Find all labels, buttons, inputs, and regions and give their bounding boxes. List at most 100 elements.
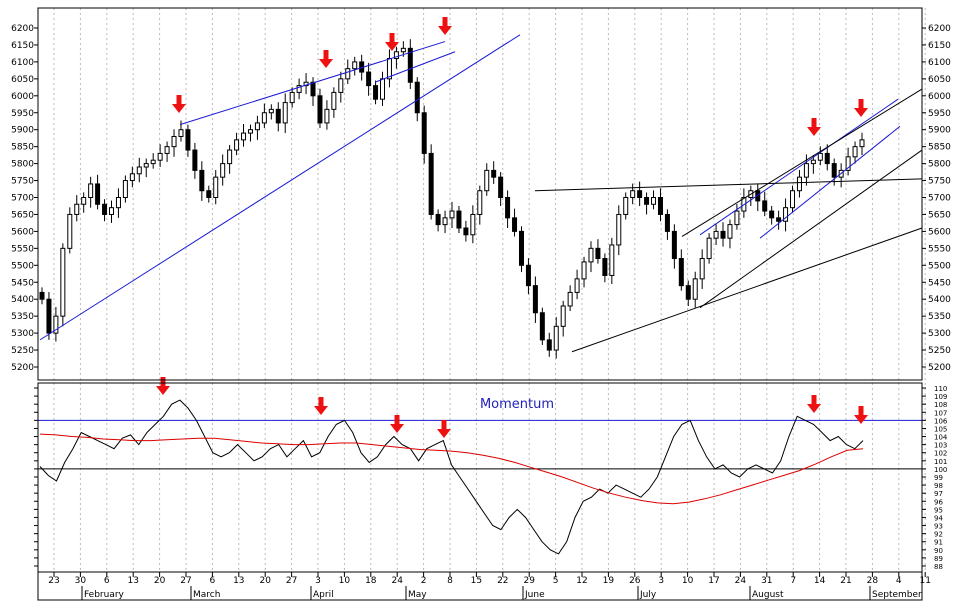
momentum-panel [38, 377, 922, 555]
candle-body [671, 230, 677, 260]
arrow-head [172, 104, 186, 113]
x-axis-frame [37, 571, 923, 601]
y-tick-label-right: 5300 [928, 329, 951, 339]
candle-body [525, 264, 531, 287]
y-tick-label-right: 5900 [928, 126, 951, 136]
candle-body [518, 230, 524, 266]
month-label: September [872, 590, 922, 600]
y-tick-label-right: 5400 [928, 295, 951, 305]
candle-body [268, 108, 274, 114]
candle-body [546, 339, 552, 351]
x-tick-label: 18 [365, 576, 377, 586]
candle-body [560, 305, 566, 327]
momentum-tick-label: 92 [934, 531, 943, 539]
arrow-head [807, 404, 821, 413]
candle-body [136, 166, 142, 175]
momentum-tick-label: 88 [934, 563, 943, 571]
y-tick-label-left: 5650 [11, 210, 34, 220]
y-tick-label-left: 5700 [11, 194, 34, 204]
blue-trendline [39, 34, 521, 341]
black-trendline [681, 88, 923, 237]
candle-body [206, 190, 212, 199]
y-tick-label-left: 5550 [11, 244, 34, 254]
candle-body [53, 315, 59, 334]
candle-body [644, 197, 650, 205]
candle-body [762, 200, 768, 212]
y-tick-label-left: 5250 [11, 346, 34, 356]
candle-body [824, 152, 830, 165]
momentum-tick-label: 91 [934, 539, 943, 547]
y-tick-label-right: 5200 [928, 363, 951, 373]
y-tick-label-right: 5850 [928, 143, 951, 153]
candle-body [380, 78, 386, 100]
y-tick-label-left: 5900 [11, 126, 34, 136]
y-tick-label-right: 5650 [928, 210, 951, 220]
arrow-head [314, 406, 328, 415]
arrow-shaft [394, 415, 400, 425]
momentum-series-line [39, 399, 864, 555]
candle-body [435, 213, 441, 226]
momentum-tick-label: 100 [934, 466, 947, 474]
momentum-tick-label: 99 [934, 474, 943, 482]
candle-body [39, 291, 45, 300]
candle-body [192, 149, 198, 171]
arrow-head [437, 429, 451, 438]
y-tick-label-left: 5950 [11, 109, 34, 119]
x-tick-label: 19 [603, 576, 615, 586]
candle-body [199, 169, 205, 192]
momentum-average-line [39, 433, 864, 505]
x-tick-label: 23 [48, 576, 59, 586]
candle-body [623, 197, 629, 215]
candle-body [581, 261, 587, 280]
momentum-tick-label: 106 [934, 417, 948, 425]
price-arrow [854, 99, 868, 117]
vertical-gridlines [53, 8, 926, 572]
arrow-shaft [160, 377, 166, 387]
candle-body [282, 102, 288, 124]
candle-body [532, 285, 538, 314]
candle-body [102, 203, 108, 215]
blue-trendline [699, 98, 899, 236]
black-trendline [534, 178, 923, 192]
momentum-title: Momentum [480, 397, 554, 412]
candle-body [692, 278, 698, 300]
arrow-head [390, 424, 404, 433]
candle-body [470, 213, 476, 236]
momentum-tick-label: 94 [934, 514, 943, 522]
x-tick-label: 3 [658, 576, 664, 586]
candle-body [463, 227, 469, 236]
arrow-shaft [323, 50, 329, 60]
candle-body [303, 81, 309, 87]
candle-body [505, 197, 511, 219]
x-tick-label: 20 [259, 576, 271, 586]
candle-body [803, 163, 809, 178]
momentum-tick-label: 109 [934, 393, 947, 401]
price-frame [37, 7, 923, 381]
month-label: May [408, 590, 427, 600]
candle-body [261, 112, 267, 124]
momentum-tick-label: 93 [934, 523, 943, 531]
y-tick-label-right: 5950 [928, 109, 951, 119]
candle-body [630, 190, 636, 199]
candle-body [400, 47, 406, 53]
x-tick-label: 4 [896, 576, 902, 586]
momentum-arrow [854, 406, 868, 424]
candle-body [352, 61, 358, 70]
candle-body [81, 197, 87, 205]
arrow-shaft [811, 118, 817, 128]
candle-body [366, 71, 372, 87]
momentum-tick-label: 105 [934, 425, 947, 433]
y-tick-label-right: 5600 [928, 227, 951, 237]
candle-body [324, 108, 330, 124]
x-tick-label: 10 [339, 576, 351, 586]
candle-body [616, 213, 622, 246]
x-tick-label: 20 [154, 576, 166, 586]
y-tick-label-left: 5200 [11, 363, 34, 373]
candle-body [345, 68, 351, 80]
candle-body [108, 207, 114, 215]
y-tick-label-right: 6100 [928, 58, 951, 68]
momentum-tick-label: 97 [934, 490, 943, 498]
candle-body [227, 149, 233, 165]
x-tick-label: 24 [735, 576, 747, 586]
